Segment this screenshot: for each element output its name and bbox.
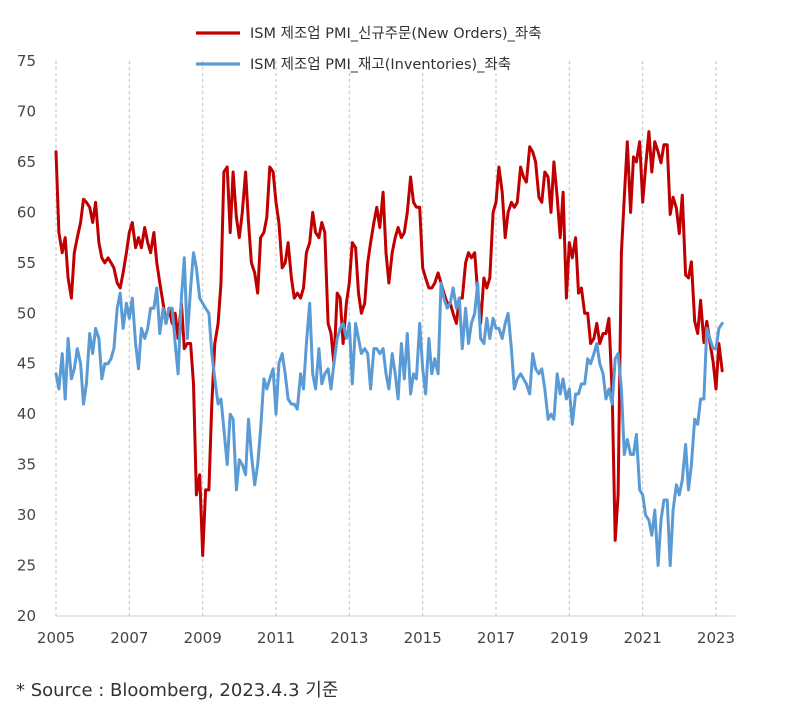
x-tick-label: 2009: [184, 629, 222, 647]
x-tick-label: 2011: [257, 629, 295, 647]
y-tick-label: 35: [17, 456, 36, 474]
y-tick-label: 25: [17, 557, 36, 575]
grid-layer: [55, 61, 735, 617]
x-tick-label: 2017: [477, 629, 515, 647]
y-tick-label: 65: [17, 153, 36, 171]
y-tick-label: 55: [17, 254, 36, 272]
y-axis-labels: 20 25 30 35 40 45 50 55 60 65 70 75: [17, 52, 36, 625]
legend-label-new-orders: ISM 제조업 PMI_신규주문(New Orders)_좌축: [250, 25, 542, 42]
x-tick-label: 2023: [697, 629, 735, 647]
y-tick-label: 40: [17, 405, 36, 423]
x-tick-label: 2007: [110, 629, 148, 647]
y-tick-label: 75: [17, 52, 36, 70]
y-tick-label: 45: [17, 355, 36, 373]
legend-label-inventories: ISM 제조업 PMI_재고(Inventories)_좌축: [250, 56, 511, 73]
x-axis-labels: 2005 2007 2009 2011 2013 2015 2017 2019 2021 2023: [37, 629, 735, 647]
series-line-new-orders: [54, 130, 724, 557]
y-tick-label: 70: [17, 102, 36, 120]
source-note: * Source : Bloomberg, 2023.4.3 기준: [16, 680, 339, 701]
x-tick-label: 2021: [624, 629, 662, 647]
y-tick-label: 60: [17, 203, 36, 221]
legend: ISM 제조업 PMI_신규주문(New Orders)_좌축 ISM 제조업 …: [196, 25, 542, 73]
x-tick-label: 2019: [550, 629, 588, 647]
x-tick-label: 2005: [37, 629, 75, 647]
y-tick-label: 30: [17, 506, 36, 524]
y-tick-label: 50: [17, 304, 36, 322]
series-layer: [54, 130, 724, 567]
y-tick-label: 20: [17, 607, 36, 625]
series-line-inventories: [54, 251, 724, 567]
chart: 20 25 30 35 40 45 50 55 60 65 70 75 2005 2007 2009 201…: [17, 25, 735, 647]
x-tick-label: 2013: [330, 629, 368, 647]
x-tick-label: 2015: [404, 629, 442, 647]
